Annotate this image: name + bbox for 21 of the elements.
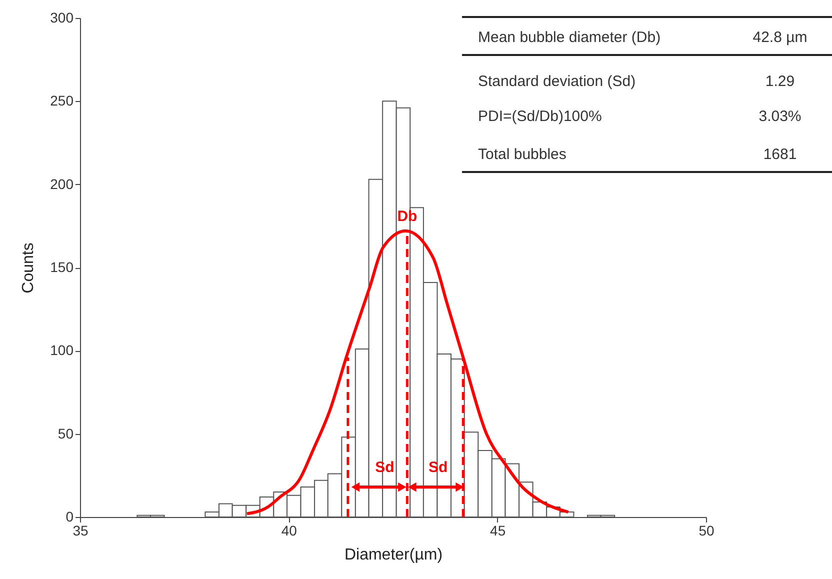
y-axis-title: Counts <box>20 242 38 294</box>
text: 42.8 µm <box>752 29 808 46</box>
annotation: Standard deviation (Sd) <box>478 73 636 90</box>
x-tick-label: 40 <box>281 522 298 538</box>
y-tick-label: 150 <box>50 259 74 275</box>
y-tick-label: 300 <box>50 10 74 26</box>
x-tick-label: 50 <box>698 522 714 538</box>
y-tick-label: 50 <box>58 425 74 442</box>
text: 3.03% <box>758 108 802 125</box>
x-tick-label: 45 <box>490 522 506 538</box>
text: 1.29 <box>765 73 795 90</box>
x-tick-label: 35 <box>72 522 88 538</box>
text: 1681 <box>763 146 797 163</box>
annotation: Mean bubble diameter (Db) <box>478 29 661 46</box>
y-tick-label: 200 <box>50 176 74 192</box>
y-tick-label: 250 <box>50 92 74 109</box>
y-tick-label: 0 <box>66 508 74 524</box>
y-tick-label: 100 <box>50 342 74 358</box>
x-axis-title: Diameter(µm) <box>344 546 443 564</box>
annotation: Total bubbles <box>478 146 566 163</box>
annotation: PDI=(Sd/Db)100% <box>478 108 602 125</box>
